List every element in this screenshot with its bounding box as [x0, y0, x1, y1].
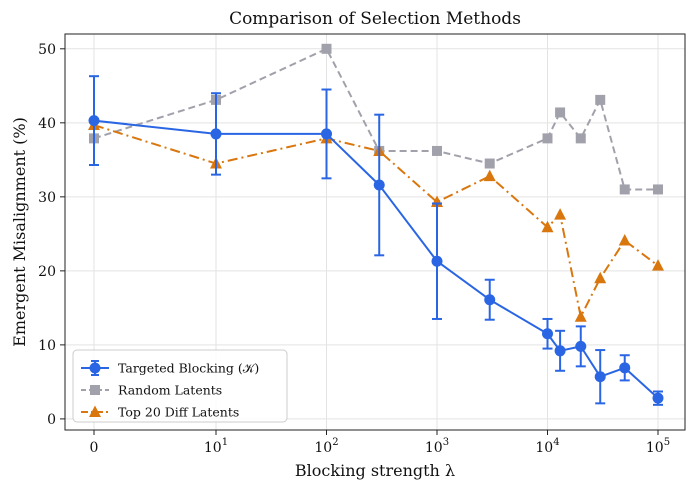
data-point: [210, 128, 222, 140]
x-axis-label: Blocking strength λ: [295, 461, 455, 480]
data-point: [483, 169, 496, 182]
data-point: [595, 94, 606, 105]
legend-marker: [89, 405, 101, 417]
legend-entry: Targeted Blocking (𝒦): [81, 360, 259, 376]
series-layer: [88, 43, 664, 406]
data-point: [575, 133, 586, 144]
legend-entry: Top 20 Diff Latents: [81, 405, 239, 420]
y-tick-label: 10: [38, 338, 56, 354]
x-tick-label: 0: [90, 440, 99, 456]
plot-area: [64, 33, 686, 431]
series-line: [93, 124, 659, 318]
data-point: [321, 128, 332, 140]
x-tick-label: 101: [204, 437, 228, 456]
x-tick-label: 102: [314, 437, 338, 456]
data-point: [321, 43, 332, 54]
x-tick-label: 105: [646, 437, 670, 456]
legend-box: [72, 349, 288, 423]
data-point: [555, 107, 566, 118]
y-tick-label: 40: [38, 116, 56, 132]
series-line: [93, 47, 658, 191]
data-point: [594, 271, 607, 284]
y-tick-label: 30: [38, 190, 56, 206]
legend-marker: [90, 385, 100, 395]
data-point: [574, 310, 587, 322]
legend-label: Targeted Blocking (𝒦): [118, 361, 259, 376]
series-0: [88, 75, 664, 406]
data-point: [432, 145, 442, 156]
y-tick-label: 20: [38, 264, 56, 280]
data-point: [542, 328, 553, 340]
legend: Targeted Blocking (𝒦) Random Latents Top 2…: [72, 349, 288, 423]
legend-entry: Random Latents: [81, 383, 222, 398]
data-point: [619, 184, 630, 195]
data-point: [594, 371, 606, 383]
y-tick-label: 0: [47, 412, 56, 428]
data-point: [618, 234, 631, 246]
legend-label: Random Latents: [118, 383, 222, 398]
data-point: [484, 158, 495, 169]
y-tick-label: 50: [38, 42, 56, 58]
data-point: [575, 340, 587, 352]
data-point: [652, 259, 664, 271]
axis-ticks: 0 101 102 103 104 105 0 10 20 30 40 50: [38, 42, 670, 456]
data-point: [619, 362, 631, 374]
legend-marker: [89, 362, 101, 374]
data-point: [431, 255, 443, 267]
x-tick-label: 104: [535, 437, 559, 456]
y-axis-label: Emergent Misalignment (%): [10, 117, 29, 347]
data-point: [542, 133, 553, 144]
data-point: [652, 392, 664, 404]
data-point: [484, 294, 496, 306]
data-point: [541, 220, 554, 233]
legend-label: Top 20 Diff Latents: [118, 405, 239, 420]
x-tick-label: 103: [425, 437, 449, 456]
data-point: [554, 208, 567, 220]
data-point: [554, 345, 566, 357]
chart-title: Comparison of Selection Methods: [229, 9, 521, 29]
data-point: [653, 184, 663, 195]
data-point: [88, 115, 100, 127]
data-point: [373, 179, 385, 191]
